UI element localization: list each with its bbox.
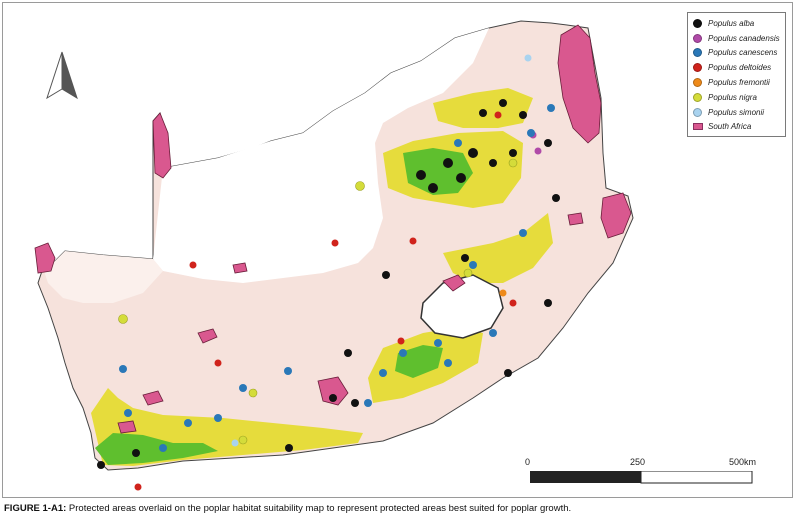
legend-label: Populus deltoides: [708, 63, 772, 73]
protected-area-kruger: [557, 24, 602, 144]
legend-item-nigra: Populus nigra: [688, 90, 785, 105]
marker-icon: [693, 78, 702, 88]
caption-text: Protected areas overlaid on the poplar h…: [66, 503, 572, 514]
legend-item-region: South Africa: [688, 120, 785, 135]
marker-icon: [693, 107, 702, 117]
legend-label: Populus alba: [708, 18, 755, 28]
legend-label: Populus nigra: [708, 92, 757, 102]
protected-area-kgalagadi: [152, 112, 172, 179]
marker-icon: [693, 92, 702, 102]
legend-label: Populus fremontii: [708, 78, 770, 88]
legend-item-alba: Populus alba: [688, 16, 785, 31]
marker-icon: [693, 18, 702, 28]
figure-caption: FIGURE 1-A1: Protected areas overlaid on…: [4, 503, 571, 514]
marker-icon: [693, 48, 702, 58]
low-suitability-zone: [153, 28, 489, 283]
scale-bar: [530, 471, 753, 484]
marker-icon: [693, 63, 702, 73]
north-arrow-icon: [46, 51, 78, 100]
protected-area-isimangaliso: [600, 192, 632, 239]
caption-label: FIGURE 1-A1:: [4, 503, 67, 514]
high-suitability: [95, 148, 473, 465]
scale-tick-250: 250: [630, 457, 646, 467]
observation-points: [97, 54, 560, 491]
legend: Populus alba Populus canadensis Populus …: [687, 12, 786, 137]
legend-item-deltoides: Populus deltoides: [688, 60, 785, 75]
legend-label: Populus canadensis: [708, 33, 780, 43]
scale-tick-500: 500km: [729, 457, 757, 467]
legend-item-canescens: Populus canescens: [688, 46, 785, 61]
scale-tick-0: 0: [525, 457, 531, 467]
protected-areas: [34, 24, 632, 434]
legend-item-fremontii: Populus fremontii: [688, 75, 785, 90]
legend-label: Populus simonii: [708, 107, 765, 117]
low-suitability-west: [43, 251, 163, 303]
protected-area-richtersveld: [34, 242, 56, 274]
habitat-map: [34, 20, 634, 491]
legend-label: South Africa: [708, 122, 752, 132]
region-swatch-icon: [693, 123, 703, 131]
legend-label: Populus canescens: [708, 48, 778, 58]
legend-item-simonii: Populus simonii: [688, 105, 785, 120]
marker-icon: [693, 33, 702, 43]
legend-item-canadensis: Populus canadensis: [688, 31, 785, 46]
map-frame: Populus alba Populus canadensis Populus …: [2, 2, 793, 498]
